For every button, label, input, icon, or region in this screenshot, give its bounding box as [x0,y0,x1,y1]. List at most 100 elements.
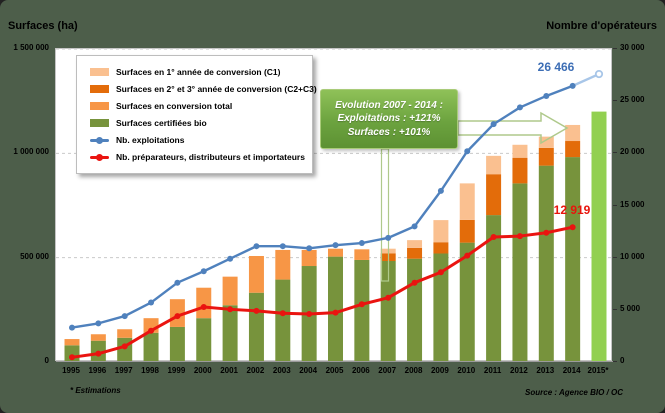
data-line [70,225,575,359]
bar-segment [328,256,343,362]
data-point-marker [411,279,418,286]
left-axis-title: Surfaces (ha) [8,20,78,32]
bar-segment [565,157,581,362]
bar-segment [328,248,343,257]
bar-segment [433,253,449,362]
data-point-marker [358,301,365,308]
data-point-marker [411,223,418,230]
y-axis-right-tick-label: 10 000 [620,251,645,261]
x-axis-year-label: 2008 [404,366,423,375]
data-point-marker [385,234,392,241]
axis-tick-mark [613,256,617,258]
data-point-marker [227,306,234,313]
bar-segment [117,329,133,338]
y-axis-left-tick-label: 1 500 000 [13,43,49,52]
bar-segment [64,339,80,346]
bar-segment [512,157,528,184]
data-line-estimated [571,72,601,88]
x-axis-year-label: 1999 [167,366,186,375]
y-axis-right-tick-label: 20 000 [620,147,645,157]
data-point-marker [95,350,102,357]
data-point-marker [490,234,497,241]
bar-segment [196,318,212,362]
data-point-marker [385,294,392,301]
bar-segment [354,259,370,362]
x-axis-year-label: 1996 [88,366,107,375]
bar-segment [565,124,581,142]
legend-label: Nb. préparateurs, distributeurs et impor… [116,152,305,162]
bar-segment [565,141,581,158]
bar-segment [354,249,370,260]
y-axis-right-tick-label: 25 000 [620,95,645,105]
bar-segment [143,332,159,362]
x-axis-year-label: 2006 [351,366,370,375]
x-axis-year-label: 1995 [62,366,80,375]
y-axis-left-tick-label: 1 000 000 [13,147,49,157]
legend-item-c1: Surfaces en 1° année de conversion (C1) [90,67,306,77]
preparateurs-2014-value-label: 12 919 [553,203,591,217]
evolution-annotation-box: Evolution 2007 - 2014 : Exploitations : … [320,89,458,149]
bar-segment [117,337,133,362]
data-point-marker [95,320,102,327]
legend-item-certifiees-bio: Surfaces certifiées bio [90,118,306,128]
x-axis-year-label: 1998 [141,366,159,375]
certifiees-bio-color-swatch [90,119,109,127]
bar-segment [196,287,212,319]
bar-segment [301,249,317,267]
bar-segment [169,299,185,327]
preparateurs-line-sample [90,152,109,162]
data-point-marker [200,268,207,275]
bar-segment [459,219,475,243]
bar-segment [90,334,106,341]
data-point-marker [543,92,550,99]
x-axis-year-label: 2015* [587,366,609,375]
conversion-total-color-swatch [90,102,109,110]
bar-segment [459,183,475,220]
x-axis-year-label: 2012 [510,366,528,375]
axis-tick-mark [613,361,617,362]
legend-item-exploitations: Nb. exploitations [90,135,306,145]
data-point-marker [69,354,75,361]
x-axis-year-label: 2011 [483,366,502,375]
bar-segment [459,242,475,362]
data-point-marker [569,224,576,231]
bar-segment [538,136,554,148]
axis-tick-mark [613,204,617,206]
bar-segment [512,183,528,362]
data-point-marker [121,313,128,320]
bar-segment [407,240,423,248]
axis-tick-mark [613,100,617,102]
estimations-footnote: * Estimations [70,386,121,395]
x-axis-year-label: 2007 [378,366,397,375]
bar-segment [248,292,264,362]
bar-segment [222,276,238,306]
bar-segment [275,249,291,280]
data-point-marker [516,104,523,111]
legend-item-preparateurs: Nb. préparateurs, distributeurs et impor… [90,152,306,162]
legend-item-conversion-total: Surfaces en conversion total [90,101,306,111]
annotation-pointer-line [380,148,390,282]
x-axis-year-label: 2003 [272,366,291,375]
bar-segment [538,165,554,362]
annotation-line: Surfaces : +101% [347,126,431,138]
bar-segment [486,215,502,362]
legend-label: Surfaces en conversion total [116,101,233,111]
exploitations-2014-value-label: 26 466 [537,60,575,74]
data-point-marker [306,245,313,252]
y-axis-left-tick-label: 500 000 [20,251,49,261]
data-point-marker [253,307,260,314]
data-point-marker [174,279,181,286]
annotation-line: Exploitations : +121% [337,113,441,125]
y-axis-left-tick-label: 0 [44,356,49,365]
data-point-marker [437,269,444,276]
bar-segment [407,247,423,259]
legend-label: Surfaces certifiées bio [116,118,207,128]
data-point-marker [200,304,207,311]
y-axis-right-tick-label: 30 000 [620,43,645,52]
legend-label: Surfaces en 2° et 3° année de conversion… [116,84,317,94]
bar-segment [433,242,449,254]
exploitations-line-sample [90,135,109,145]
bar-segment [169,326,185,362]
c2c3-color-swatch [90,85,109,93]
